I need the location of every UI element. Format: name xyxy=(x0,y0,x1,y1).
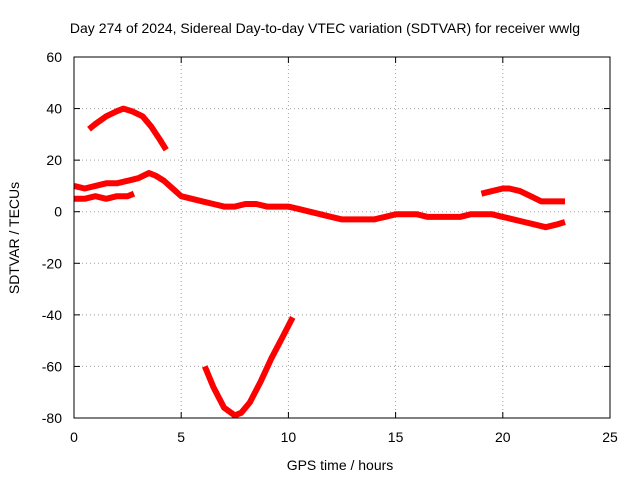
chart-title: Day 274 of 2024, Sidereal Day-to-day VTE… xyxy=(70,20,580,36)
y-tick-label: -80 xyxy=(42,410,62,426)
plot-border xyxy=(73,56,611,419)
grid xyxy=(74,57,610,418)
y-tick-label: -20 xyxy=(42,255,62,271)
x-tick-label: 20 xyxy=(495,429,511,445)
y-axis-label: SDTVAR / TECUs xyxy=(6,182,22,294)
x-tick-label: 25 xyxy=(602,429,618,445)
series-arc-late xyxy=(480,185,565,205)
y-tick-label: 0 xyxy=(54,204,62,220)
x-tick-label: 0 xyxy=(70,429,78,445)
y-tick-label: -60 xyxy=(42,358,62,374)
y-tick-label: 40 xyxy=(46,101,62,117)
y-tick-label: -40 xyxy=(42,307,62,323)
ticks: 0 5 10 15 20 25 -80 -60 -40 -20 0 20 40 60 xyxy=(42,49,618,445)
y-tick-label: 60 xyxy=(46,49,62,65)
x-tick-label: 15 xyxy=(388,429,404,445)
series-arc-lower-early xyxy=(74,190,136,202)
x-axis-label: GPS time / hours xyxy=(287,457,394,473)
series-arc-upper-main xyxy=(73,170,566,231)
series-arc-negative-dip xyxy=(202,316,296,419)
series-group xyxy=(73,105,566,419)
x-tick-label: 5 xyxy=(177,429,185,445)
series-arc-high-early xyxy=(87,105,169,152)
y-tick-label: 20 xyxy=(46,152,62,168)
x-tick-label: 10 xyxy=(281,429,297,445)
